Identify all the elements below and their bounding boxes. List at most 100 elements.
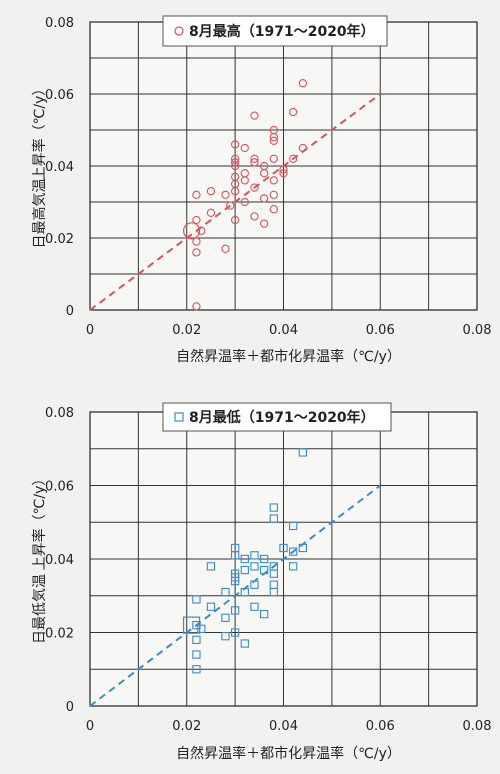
- chart-0-data-point: [250, 158, 259, 167]
- chart-0-data-point: [250, 111, 259, 120]
- chart-1-y-tick-label: 0.08: [45, 406, 74, 421]
- chart-0-data-point: [259, 194, 269, 203]
- chart-1-y-tick-label: 0.04: [45, 553, 74, 568]
- chart-1-data-point: [250, 602, 259, 611]
- chart-0-data-point: [279, 165, 288, 174]
- chart-0-data-point: [230, 158, 240, 167]
- chart-1-data-point: [230, 628, 240, 637]
- chart-0-data-point: [192, 190, 201, 199]
- chart-1-data-point: [230, 569, 240, 578]
- chart-0-data-point: [298, 79, 307, 88]
- chart-0-y-tick-label: 0.04: [45, 160, 74, 175]
- chart-1-data-point: [192, 665, 201, 674]
- chart-0-data-point: [269, 190, 278, 199]
- chart-0-legend-label: 8月最高（1971～2020年）: [189, 23, 375, 40]
- chart-1-data-point: [192, 635, 201, 644]
- chart-0-y-axis-label-part2: 上昇率（℃/y）: [31, 82, 48, 181]
- chart-1-data-point: [206, 562, 216, 571]
- chart-0-data-point: [192, 215, 201, 225]
- chart-1-x-tick-label: 0: [86, 719, 94, 734]
- chart-0-data-point: [259, 219, 269, 228]
- chart-0-data-point: [197, 226, 206, 235]
- chart-0-data-point: [221, 244, 230, 253]
- chart-1-data-point: [250, 551, 259, 560]
- chart-0-data-point: [269, 205, 278, 214]
- chart-1-data-point: [250, 580, 259, 589]
- chart-1-x-axis-label: 自然昇温率＋都市化昇温率（℃/y）: [176, 745, 401, 762]
- chart-0-reference-line: [89, 93, 381, 311]
- chart-0-data-point: [230, 154, 240, 163]
- chart-1-data-point: [192, 650, 201, 659]
- chart-1-x-tick-label: 0.06: [366, 719, 395, 734]
- chart-1-data-point: [259, 554, 269, 564]
- chart-0-x-tick-label: 0.08: [463, 323, 492, 338]
- chart-0-x-tick-label: 0.06: [366, 323, 395, 338]
- chart-1-legend-marker: [174, 412, 184, 422]
- chart-0-data-point: [240, 197, 249, 207]
- chart-0-data-point: [206, 187, 216, 196]
- chart-1-data-point: [221, 587, 230, 597]
- chart-0-data-point: [259, 161, 269, 171]
- chart-0-y-axis-label-part1: 日最高気温: [31, 179, 48, 249]
- chart-1-data-point: [240, 565, 249, 575]
- chart-1-data-point: [250, 562, 259, 571]
- chart-0-data-point: [192, 302, 201, 311]
- chart-1-y-tick-label: 0.02: [45, 627, 74, 642]
- chart-1-data-point: [240, 587, 249, 597]
- chart-1-x-tick-label: 0.02: [172, 719, 201, 734]
- chart-0-highlight-point: [182, 222, 201, 240]
- chart-1-x-tick-label: 0.08: [463, 719, 492, 734]
- chart-0-data-point: [192, 237, 201, 246]
- chart-0-data-point: [289, 154, 298, 163]
- chart-1-data-point: [221, 613, 230, 622]
- chart-1-legend-box: [162, 402, 392, 432]
- chart-1-y-tick-label: 0: [66, 700, 74, 715]
- chart-1-data-point: [298, 448, 307, 457]
- chart-0-x-tick-label: 0: [86, 323, 94, 338]
- chart-0-legend-box: [162, 15, 388, 47]
- chart-0-data-point: [226, 201, 235, 210]
- chart-1-data-point: [289, 547, 298, 556]
- chart-1-data-point: [289, 562, 298, 571]
- chart-0-data-point: [289, 107, 298, 117]
- chart-0-y-tick-label: 0.02: [45, 232, 74, 247]
- chart-0-data-point: [269, 136, 278, 145]
- chart-1-reference-line: [89, 484, 381, 707]
- chart-0-data-point: [250, 212, 259, 221]
- chart-0-data-point: [269, 125, 278, 135]
- chart-1-data-point: [269, 514, 278, 523]
- chart-0-y-tick-label: 0: [66, 304, 74, 319]
- chart-1-data-point: [259, 609, 269, 619]
- chart-0-x-tick-label: 0.04: [269, 323, 298, 338]
- chart-0-x-axis-label: 自然昇温率＋都市化昇温率（℃/y）: [176, 348, 401, 365]
- chart-0-data-point: [230, 140, 240, 149]
- chart-1-highlight-point: [182, 616, 201, 634]
- chart-1-y-axis-label-part2: 上昇率（℃/y）: [31, 472, 48, 571]
- chart-0-legend-marker: [174, 26, 184, 36]
- chart-0-data-point: [269, 154, 278, 163]
- chart-1-data-point: [269, 503, 278, 512]
- chart-1-data-point: [269, 580, 278, 589]
- chart-0-data-point: [192, 248, 201, 257]
- chart-0-data-point: [221, 190, 230, 199]
- chart-panel-max-temperature: 0 0.02 0.04 0.06 0.08 0 0.02 0.04 0.06 0.08 自然昇温率＋…: [31, 15, 492, 365]
- chart-1-x-tick-label: 0.04: [269, 719, 298, 734]
- chart-1-data-point: [269, 562, 278, 571]
- chart-0-data-point: [250, 183, 259, 192]
- chart-0-data-point: [250, 154, 259, 163]
- chart-1-y-axis-label-part1: 日最低気温: [32, 574, 48, 644]
- chart-0-data-point: [269, 176, 278, 185]
- chart-0-data-point: [230, 215, 240, 225]
- chart-1-y-tick-label: 0.06: [45, 480, 74, 495]
- chart-0-data-point: [279, 169, 288, 178]
- chart-0-data-point: [240, 143, 249, 153]
- chart-1-data-point: [230, 606, 240, 615]
- chart-panel-min-temperature: 0 0.02 0.04 0.06 0.08 0 0.02 0.04 0.06 0.08 自然昇温率＋…: [31, 402, 492, 762]
- chart-1-data-point: [240, 554, 249, 564]
- chart-0-y-tick-label: 0.06: [45, 88, 74, 103]
- chart-1-data-point: [289, 521, 298, 531]
- chart-1-data-point: [192, 595, 201, 604]
- chart-1-data-point: [221, 632, 230, 641]
- chart-1-legend-label: 8月最低（1971～2020年）: [189, 409, 375, 426]
- chart-1-data-point: [259, 565, 269, 575]
